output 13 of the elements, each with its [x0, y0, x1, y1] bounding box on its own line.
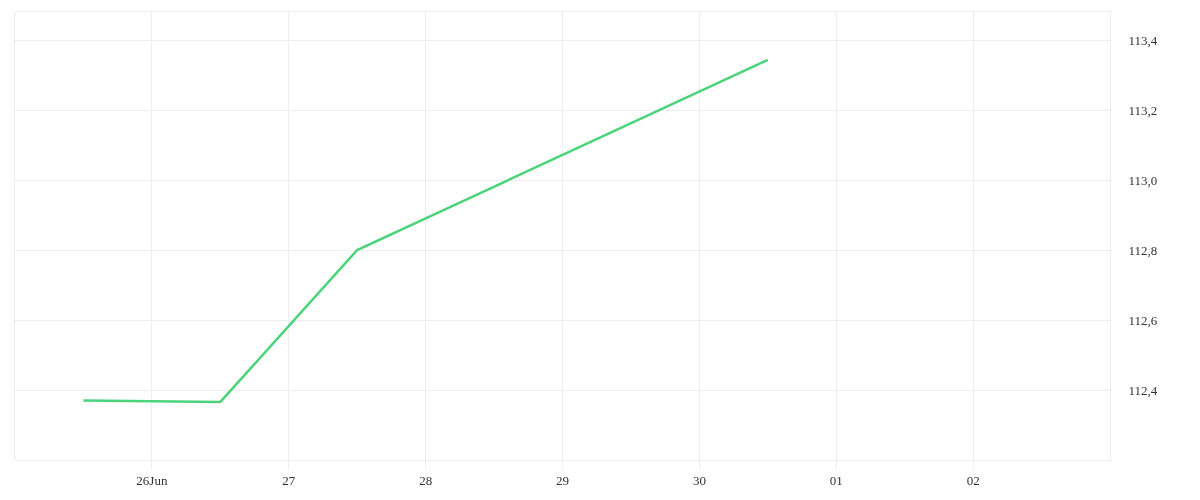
x-tick-label: 27 [282, 472, 296, 488]
x-tick-label: 26Jun [136, 472, 168, 488]
x-tick-label: 29 [556, 472, 569, 488]
x-tick-label: 02 [966, 472, 980, 488]
y-tick-label: 113,0 [1128, 172, 1158, 188]
y-tick-label: 112,4 [1128, 382, 1158, 398]
x-tick-label: 01 [829, 472, 843, 488]
x-tick-label: 28 [419, 472, 433, 488]
y-tick-label: 113,4 [1128, 32, 1158, 48]
y-tick-label: 112,6 [1128, 312, 1158, 328]
x-tick-label: 30 [692, 472, 706, 488]
y-tick-label: 113,2 [1128, 102, 1158, 118]
y-tick-label: 112,8 [1128, 242, 1158, 258]
